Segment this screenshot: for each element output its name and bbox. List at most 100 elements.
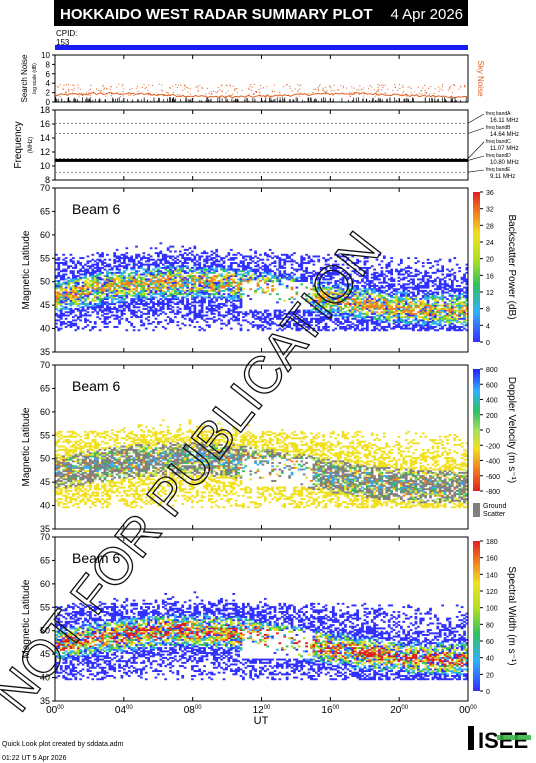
heatmap-cell <box>344 304 347 307</box>
heatmap-cell <box>453 312 457 315</box>
heatmap-cell <box>149 280 153 283</box>
heatmap-cell <box>385 317 389 320</box>
heatmap-cell <box>193 284 197 287</box>
heatmap-cell <box>200 288 204 291</box>
heatmap-cell <box>319 298 323 301</box>
heatmap-cell <box>268 312 272 315</box>
heatmap-cell <box>147 311 151 314</box>
heatmap-cell <box>67 453 70 456</box>
heatmap-cell <box>307 275 311 278</box>
heatmap-cell <box>239 278 243 281</box>
heatmap-cell <box>69 322 73 325</box>
heatmap-cell <box>390 268 393 271</box>
heatmap-cell <box>74 288 78 291</box>
heatmap-cell <box>375 289 379 292</box>
sky-noise-point <box>401 94 403 96</box>
heatmap-cell <box>387 301 391 304</box>
heatmap-cell <box>407 307 410 310</box>
heatmap-cell <box>113 307 117 310</box>
heatmap-cell <box>438 278 442 281</box>
heatmap-cell <box>344 284 347 287</box>
heatmap-cell <box>322 294 325 297</box>
heatmap-cell <box>98 307 102 310</box>
heatmap-cell <box>84 304 87 307</box>
heatmap-cell <box>57 316 61 319</box>
heatmap-cell <box>164 273 168 276</box>
heatmap-cell <box>215 283 219 286</box>
heatmap-cell <box>212 268 216 271</box>
heatmap-cell <box>344 283 347 286</box>
heatmap-cell <box>59 483 63 486</box>
heatmap-cell <box>463 276 466 279</box>
heatmap-cell <box>178 278 182 281</box>
heatmap-cell <box>390 309 393 312</box>
heatmap-cell <box>446 317 449 320</box>
heatmap-cell <box>215 306 219 309</box>
heatmap-cell <box>404 306 408 309</box>
heatmap-cell <box>331 270 335 273</box>
heatmap-cell <box>137 303 141 305</box>
heatmap-cell <box>249 266 253 269</box>
heatmap-cell <box>336 307 340 310</box>
heatmap-cell <box>110 298 114 301</box>
sky-noise-point <box>265 94 267 96</box>
heatmap-cell <box>407 321 410 324</box>
sky-noise-point <box>102 93 104 95</box>
heatmap-cell <box>261 258 265 261</box>
heatmap-cell <box>324 311 328 314</box>
heatmap-cell <box>130 266 134 269</box>
heatmap-cell <box>57 457 61 460</box>
heatmap-cell <box>186 299 189 302</box>
heatmap-cell <box>285 312 289 315</box>
heatmap-cell <box>103 316 107 319</box>
sky-noise-point <box>252 94 254 96</box>
sky-noise-point <box>329 86 331 88</box>
sky-noise-point <box>402 87 404 89</box>
heatmap-cell <box>373 316 376 319</box>
heatmap-cell <box>106 317 109 320</box>
heatmap-cell <box>356 273 359 276</box>
heatmap-cell <box>140 286 143 289</box>
heatmap-cell <box>169 245 172 248</box>
heatmap-cell <box>404 319 408 322</box>
heatmap-cell <box>322 293 325 296</box>
heatmap-cell <box>76 260 80 263</box>
sky-noise-point <box>78 95 80 97</box>
heatmap-cell <box>441 265 445 268</box>
heatmap-cell <box>368 281 372 284</box>
heatmap-cell <box>426 283 430 286</box>
heatmap-cell <box>412 319 415 322</box>
heatmap-cell <box>319 309 323 312</box>
heatmap-cell <box>55 319 58 322</box>
heatmap-cell <box>57 453 61 456</box>
heatmap-cell <box>399 321 403 324</box>
heatmap-cell <box>409 304 413 307</box>
heatmap-cell <box>57 262 61 264</box>
heatmap-cell <box>159 275 163 278</box>
heatmap-cell <box>237 306 240 309</box>
heatmap-cell <box>305 271 308 274</box>
heatmap-cell <box>225 314 228 317</box>
heatmap-cell <box>76 298 80 301</box>
heatmap-cell <box>421 278 425 281</box>
heatmap-cell <box>365 324 369 327</box>
heatmap-cell <box>244 314 248 317</box>
heatmap-cell <box>341 255 345 258</box>
heatmap-cell <box>237 296 240 299</box>
sky-noise-point <box>382 87 384 89</box>
sky-noise-point <box>81 92 83 94</box>
heatmap-cell <box>74 298 78 301</box>
heatmap-cell <box>127 291 131 294</box>
heatmap-cell <box>132 275 136 278</box>
heatmap-cell <box>458 304 462 307</box>
heatmap-cell <box>358 301 362 304</box>
heatmap-cell <box>67 294 70 297</box>
heatmap-cell <box>285 325 289 328</box>
noise-ytick-label: 6 <box>46 70 51 79</box>
heatmap-cell <box>239 301 243 304</box>
sky-noise-point <box>271 90 273 92</box>
heatmap-cell <box>142 257 146 260</box>
sky-noise-point <box>340 84 342 86</box>
heatmap-cell <box>346 316 350 319</box>
heatmap-cell <box>183 291 187 294</box>
